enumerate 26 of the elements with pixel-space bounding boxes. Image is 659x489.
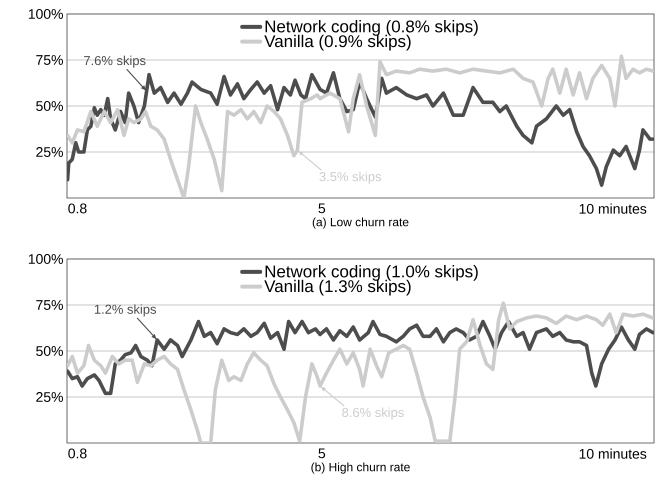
legend-label: Network coding (1.0% skips): [266, 265, 478, 281]
x-tick-label: 0.8: [68, 204, 87, 214]
legend-label: Network coding (0.8% skips): [266, 20, 478, 36]
x-tick-label: 10 minutes: [580, 448, 646, 459]
y-tick-label: 50%: [36, 346, 63, 356]
text: (b) High churn rate: [311, 462, 410, 474]
annotation: 1.2% skips: [94, 304, 156, 316]
y-tick-label: 50%: [36, 101, 63, 111]
line-series: [67, 54, 654, 198]
y-tick-label: 100%: [28, 9, 63, 19]
x-tick-label: 5: [318, 448, 326, 458]
text: (a) Low churn rate: [312, 218, 408, 229]
line-series: [67, 71, 654, 187]
y-tick-label: 75%: [36, 300, 63, 310]
x-tick-label: 10 minutes: [580, 204, 646, 214]
x-tick-label: 5: [318, 204, 326, 214]
legend-label: Vanilla (1.3% skips): [264, 280, 411, 296]
y-tick-label: 25%: [36, 392, 63, 402]
line-series: [67, 301, 654, 443]
x-tick-label: 0.8: [68, 448, 87, 458]
y-tick-label: 100%: [28, 254, 63, 264]
y-tick-label: 25%: [36, 147, 63, 157]
y-tick-label: 75%: [36, 55, 63, 65]
annotation: 7.6% skips: [84, 56, 146, 68]
line-series: [67, 320, 654, 396]
legend-label: Vanilla (0.9% skips): [264, 34, 411, 51]
